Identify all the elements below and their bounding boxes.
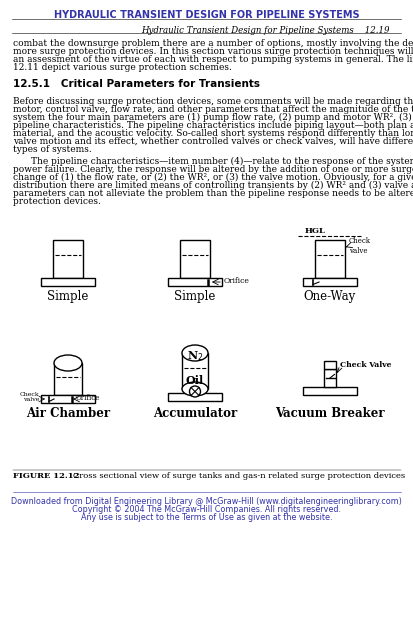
Text: Simple: Simple	[174, 290, 216, 303]
Text: Hydraulic Transient Design for Pipeline Systems    12.19: Hydraulic Transient Design for Pipeline …	[142, 26, 390, 35]
Text: One-Way: One-Way	[304, 290, 356, 303]
Bar	[303, 387, 357, 395]
Text: change of (1) the flow rate, or (2) the WR², or (3) the valve motion. Obviously,: change of (1) the flow rate, or (2) the …	[13, 173, 413, 182]
Bar	[54, 363, 82, 395]
Text: HGL: HGL	[305, 227, 326, 235]
Text: material, and the acoustic velocity. So-called short systems respond differently: material, and the acoustic velocity. So-…	[13, 129, 413, 138]
Bar	[168, 393, 222, 401]
Text: Air Chamber: Air Chamber	[26, 407, 110, 420]
Text: Before discussing surge protection devices, some comments will be made regarding: Before discussing surge protection devic…	[13, 97, 413, 106]
Text: Cross sectional view of surge tanks and gas-n related surge protection devices: Cross sectional view of surge tanks and …	[65, 472, 405, 480]
Bar	[303, 278, 357, 286]
Ellipse shape	[54, 355, 82, 371]
Text: Check
valve: Check valve	[349, 237, 371, 255]
Text: system the four main parameters are (1) pump flow rate, (2) pump and motor WR², : system the four main parameters are (1) …	[13, 113, 413, 122]
Text: Simple: Simple	[47, 290, 89, 303]
Bar	[324, 361, 336, 369]
Text: more surge protection devices. In this section various surge protection techniqu: more surge protection devices. In this s…	[13, 47, 413, 56]
Text: valve motion and its effect, whether controlled valves or check valves, will hav: valve motion and its effect, whether con…	[13, 137, 413, 146]
Text: power failure. Clearly, the response will be altered by the addition of one or m: power failure. Clearly, the response wil…	[13, 165, 413, 174]
Bar	[41, 278, 95, 286]
Bar	[182, 353, 208, 389]
Text: Orifice: Orifice	[76, 394, 100, 402]
Bar	[53, 240, 83, 278]
Bar	[180, 240, 210, 278]
Text: 12.5.1   Critical Parameters for Transients: 12.5.1 Critical Parameters for Transient…	[13, 79, 260, 89]
Text: Oil: Oil	[186, 375, 204, 386]
Bar	[41, 395, 95, 403]
Text: N$_2$: N$_2$	[187, 349, 203, 364]
Text: Vacuum Breaker: Vacuum Breaker	[275, 407, 385, 420]
Text: parameters can not alleviate the problem than the pipeline response needs to be : parameters can not alleviate the problem…	[13, 189, 413, 198]
Bar	[315, 240, 345, 278]
Ellipse shape	[182, 382, 208, 396]
Circle shape	[190, 386, 200, 397]
Text: Accumulator: Accumulator	[153, 407, 237, 420]
Text: an assessment of the virtue of each with respect to pumping systems in general. : an assessment of the virtue of each with…	[13, 55, 413, 64]
Bar	[168, 278, 222, 286]
Text: The pipeline characteristics—item number (4)—relate to the response of the syste: The pipeline characteristics—item number…	[31, 157, 413, 166]
Ellipse shape	[182, 345, 208, 361]
Text: FIGURE 12.12: FIGURE 12.12	[13, 472, 79, 480]
Text: 12.11 depict various surge protection schemes.: 12.11 depict various surge protection sc…	[13, 63, 232, 72]
Text: distribution there are limited means of controlling transients by (2) WR² and (3: distribution there are limited means of …	[13, 181, 413, 190]
Text: Copyright © 2004 The McGraw-Hill Companies. All rights reserved.: Copyright © 2004 The McGraw-Hill Compani…	[72, 505, 341, 514]
Bar	[324, 369, 336, 387]
Text: Downloaded from Digital Engineering Library @ McGraw-Hill (www.digitalengineerin: Downloaded from Digital Engineering Libr…	[11, 497, 402, 506]
Text: Orifice: Orifice	[224, 277, 250, 285]
Text: types of systems.: types of systems.	[13, 145, 92, 154]
Text: Check Valve: Check Valve	[340, 361, 392, 369]
Text: motor, control valve, flow rate, and other parameters that affect the magnitude : motor, control valve, flow rate, and oth…	[13, 105, 413, 114]
Text: combat the downsurge problem there are a number of options, mostly involving the: combat the downsurge problem there are a…	[13, 39, 413, 48]
Text: pipeline characteristics. The pipeline characteristics include piping layout—bot: pipeline characteristics. The pipeline c…	[13, 121, 413, 130]
Text: HYDRAULIC TRANSIENT DESIGN FOR PIPELINE SYSTEMS: HYDRAULIC TRANSIENT DESIGN FOR PIPELINE …	[54, 10, 359, 20]
Text: Check
valve: Check valve	[19, 392, 39, 403]
Text: Any use is subject to the Terms of Use as given at the website.: Any use is subject to the Terms of Use a…	[81, 513, 332, 522]
Text: protection devices.: protection devices.	[13, 197, 101, 206]
